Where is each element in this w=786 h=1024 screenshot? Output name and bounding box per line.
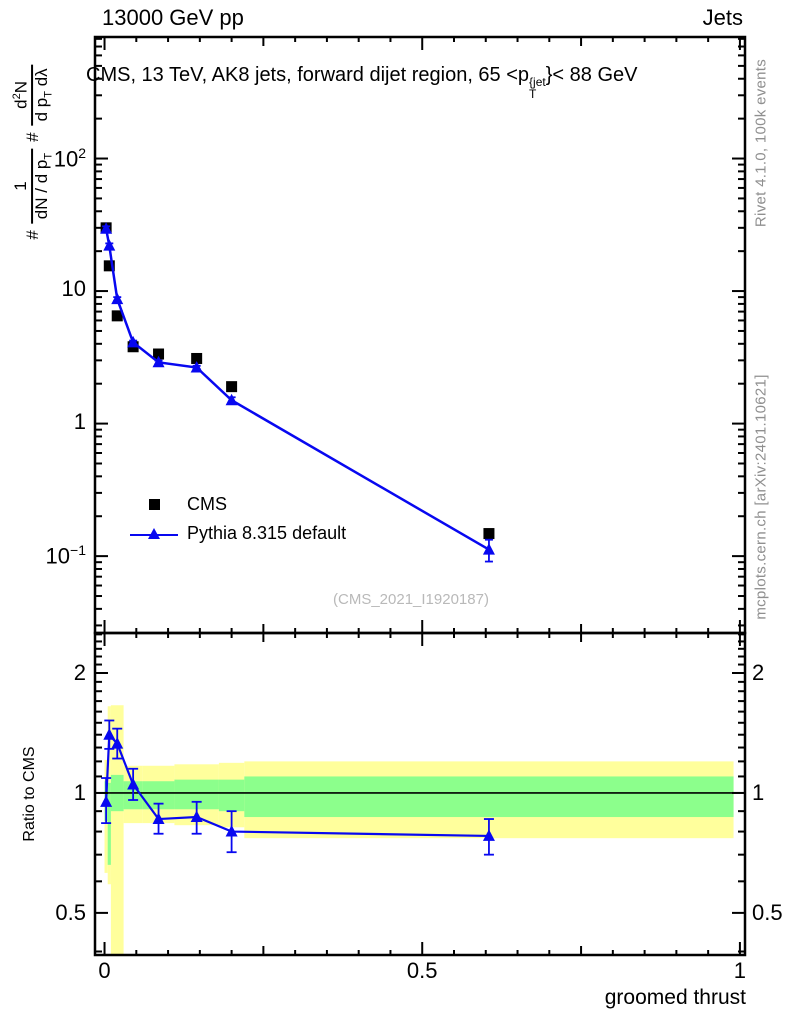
ratio-panel-frame: [93, 631, 747, 957]
beam-energy-label: 13000 GeV pp: [102, 5, 244, 30]
ratio-y-tick-label-right: 0.5: [752, 899, 783, 925]
ratio-data-point: [100, 795, 113, 807]
legend: CMS Pythia 8.315 default: [130, 490, 346, 548]
pythia-data-point: [100, 222, 113, 234]
main-y-tick-label: 10−1: [45, 542, 86, 569]
cms-data-point: [226, 381, 238, 393]
ratio-panel-data: [100, 719, 495, 856]
cms-square-marker: [148, 499, 160, 510]
plot-title: CMS, 13 TeV, AK8 jets, forward dijet reg…: [86, 64, 638, 101]
cms-data-point: [153, 348, 165, 360]
legend-label-pythia: Pythia 8.315 default: [187, 523, 347, 543]
ratio-data-point: [190, 810, 203, 823]
x-tick-label: 0: [98, 958, 111, 983]
pythia-triangle-marker: [148, 528, 160, 539]
cms-data-point: [103, 260, 115, 272]
ratio-data-point: [111, 737, 124, 749]
main-y-tick-label: 10: [61, 276, 86, 302]
pythia-data-point: [111, 292, 124, 305]
pythia-curve: [104, 228, 490, 551]
band-total-uncertainty: [110, 705, 124, 955]
pythia-data-point: [127, 335, 140, 348]
x-tick-label: 0.5: [406, 958, 438, 983]
cms-data-point: [111, 310, 123, 322]
main-y-tick-label: 102: [53, 144, 86, 171]
generator-version-label: Rivet 4.1.0, 100k events: [752, 58, 770, 228]
x-tick-label: 1: [733, 958, 747, 983]
ratio-y-tick-label-right: 1: [752, 779, 765, 805]
fraction-2: d2N d pT dλ: [11, 64, 55, 126]
pythia-data-point: [482, 543, 495, 555]
pythia-data-point: [190, 360, 203, 373]
pt-jet-supsub: {jet T: [529, 75, 546, 101]
ratio-data-point: [103, 728, 116, 740]
pythia-data-point: [225, 393, 238, 406]
ratio-y-tick-label-left: 0.5: [55, 899, 86, 925]
analysis-id-watermark: (CMS_2021_I1920187): [333, 591, 489, 608]
axis-ticks: [95, 37, 745, 955]
x-axis-label: groomed thrust: [604, 986, 746, 1009]
mcplots-reference-label: mcplots.cern.ch [arXiv:2401.10621]: [752, 374, 770, 620]
ratio-y-tick-label-left: 1: [73, 779, 86, 805]
analysis-group-label: Jets: [702, 5, 743, 30]
ratio-y-tick-label-right: 2: [752, 659, 765, 685]
pythia-data-point: [152, 355, 165, 368]
ratio-data-point: [127, 777, 140, 790]
band-stat-uncertainty: [244, 776, 734, 818]
cms-data-point: [483, 528, 495, 540]
legend-label-cms: CMS: [187, 494, 227, 514]
main-panel-data: [100, 222, 495, 563]
cms-data-point: [191, 352, 203, 364]
ratio-data-point: [225, 825, 238, 837]
ratio-data-point: [482, 829, 495, 841]
ratio-y-tick-label-left: 2: [73, 659, 86, 685]
ratio-data-point: [152, 812, 165, 825]
legend-item-cms: CMS: [130, 490, 346, 519]
pythia-data-point: [103, 239, 116, 251]
band-stat-uncertainty: [218, 779, 245, 812]
main-y-tick-label: 1: [73, 408, 86, 434]
legend-item-pythia: Pythia 8.315 default: [130, 519, 346, 548]
